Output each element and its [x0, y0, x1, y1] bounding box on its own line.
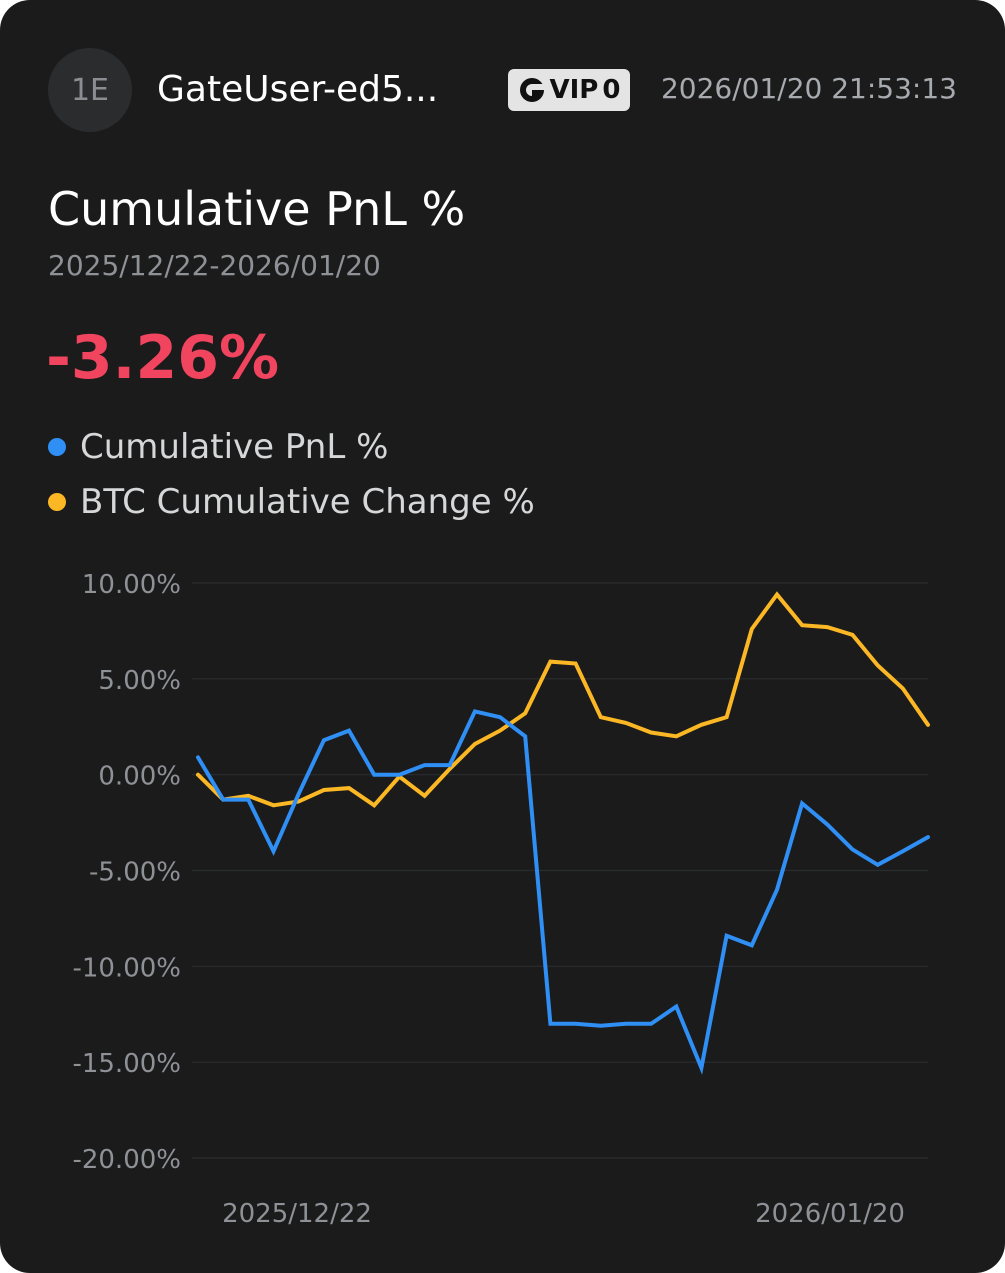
x-tick-label: 2026/01/20: [755, 1199, 905, 1229]
username: GateUser-ed5...: [157, 69, 439, 110]
vip-badge: VIP 0: [508, 69, 630, 111]
timestamp: 2026/01/20 21:53:13: [660, 72, 957, 105]
series-line-pnl: [196, 709, 930, 1075]
y-tick-label: -10.00%: [72, 953, 181, 983]
legend-label-pnl: Cumulative PnL %: [80, 427, 389, 467]
avatar: 1E: [48, 48, 132, 132]
pnl-value: -3.26%: [46, 323, 280, 393]
y-tick-label: -15.00%: [72, 1049, 181, 1079]
page-title: Cumulative PnL %: [48, 182, 466, 236]
y-tick-label: -20.00%: [72, 1145, 181, 1175]
vip-label: VIP: [549, 75, 599, 105]
legend-dot-pnl: [48, 438, 66, 456]
gate-logo-icon: [519, 78, 544, 102]
y-tick-label: -5.00%: [89, 858, 181, 888]
date-range: 2025/12/22-2026/01/20: [48, 249, 381, 282]
y-tick-label: 0.00%: [98, 762, 181, 792]
series-line-btc: [196, 591, 930, 808]
pnl-line-chart: 10.00% 5.00% 0.00% -5.00% -10.00% -15.00% -20.…: [72, 570, 930, 1229]
legend-item-pnl: Cumulative PnL %: [48, 426, 388, 468]
legend-item-btc: BTC Cumulative Change %: [48, 481, 535, 523]
y-tick-label: 5.00%: [98, 666, 181, 696]
x-tick-label: 2025/12/22: [222, 1199, 372, 1229]
legend-label-btc: BTC Cumulative Change %: [80, 482, 535, 522]
vip-level: 0: [602, 75, 621, 105]
y-tick-label: 10.00%: [82, 570, 181, 600]
legend-dot-btc: [48, 493, 66, 511]
